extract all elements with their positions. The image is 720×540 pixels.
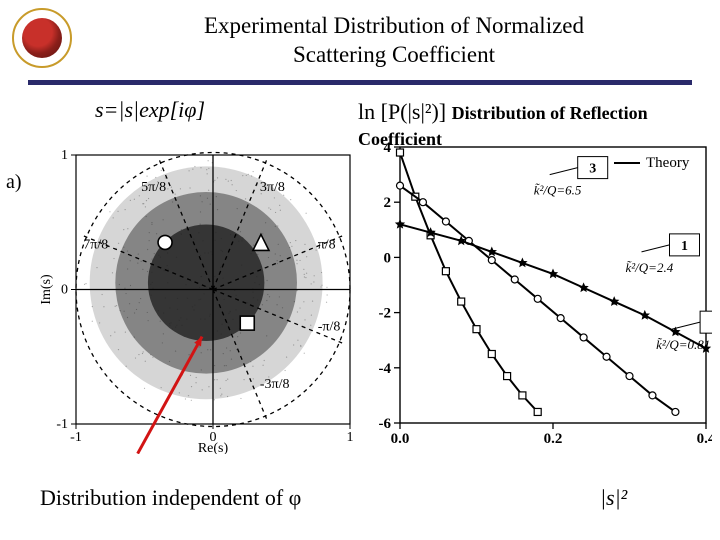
title-line-2: Scattering Coefficient [293, 42, 495, 67]
svg-text:0.4: 0.4 [697, 431, 712, 447]
svg-text:2: 2 [384, 195, 392, 211]
svg-text:0.2: 0.2 [544, 431, 563, 447]
svg-text:0: 0 [61, 282, 68, 297]
svg-text:π/8: π/8 [318, 237, 336, 252]
equation-right-prefix: ln [P(|s|²)] [358, 99, 446, 124]
svg-text:1: 1 [347, 430, 354, 445]
bottom-caption-text: Distribution independent of φ [40, 485, 301, 510]
equation-left: s=|s|exp[iφ] [95, 97, 205, 123]
svg-text:k̃²/Q=0.81: k̃²/Q=0.81 [656, 337, 710, 352]
s-squared-label: |s|² [600, 485, 627, 511]
svg-text:-1: -1 [56, 417, 68, 432]
equation-left-text: s=|s|exp[iφ] [95, 97, 205, 122]
svg-text:3: 3 [589, 161, 596, 176]
svg-text:Im(s): Im(s) [39, 274, 54, 305]
panel-a-label: a) [6, 171, 22, 194]
svg-text:-4: -4 [379, 360, 392, 376]
panel-a-chart: π/83π/85π/87π/8-π/8-3π/8-101-101Re(s)Im(… [38, 149, 358, 454]
svg-text:1: 1 [681, 238, 688, 253]
svg-text:-6: -6 [379, 416, 392, 432]
svg-text:0: 0 [384, 250, 392, 266]
slide-title: Experimental Distribution of Normalized … [80, 12, 708, 70]
svg-text:7π/8: 7π/8 [83, 237, 108, 252]
svg-text:5π/8: 5π/8 [141, 179, 166, 194]
university-logo [12, 8, 72, 68]
svg-text:3π/8: 3π/8 [260, 179, 285, 194]
svg-text:4: 4 [384, 140, 392, 156]
svg-text:0.0: 0.0 [391, 431, 410, 447]
svg-text:1: 1 [61, 149, 68, 163]
svg-text:k̃²/Q=6.5: k̃²/Q=6.5 [534, 182, 582, 197]
svg-text:-π/8: -π/8 [318, 319, 341, 334]
svg-text:Theory: Theory [646, 155, 690, 171]
title-wrap: Experimental Distribution of Normalized … [80, 8, 708, 76]
svg-text:k̃²/Q=2.4: k̃²/Q=2.4 [626, 259, 674, 274]
bottom-caption: Distribution independent of φ [40, 485, 301, 511]
svg-text:-3π/8: -3π/8 [260, 377, 290, 392]
title-line-1: Experimental Distribution of Normalized [204, 13, 584, 38]
svg-text:-2: -2 [379, 305, 392, 321]
svg-text:Re(s): Re(s) [198, 441, 229, 454]
slide-header: Experimental Distribution of Normalized … [0, 0, 720, 76]
panel-b-chart: 0.00.20.4-6-4-20243k̃²/Q=6.51k̃²/Q=2.40k… [362, 139, 712, 449]
svg-text:-1: -1 [70, 430, 82, 445]
content-area: s=|s|exp[iφ] ln [P(|s|²)] Distribution o… [0, 85, 720, 525]
